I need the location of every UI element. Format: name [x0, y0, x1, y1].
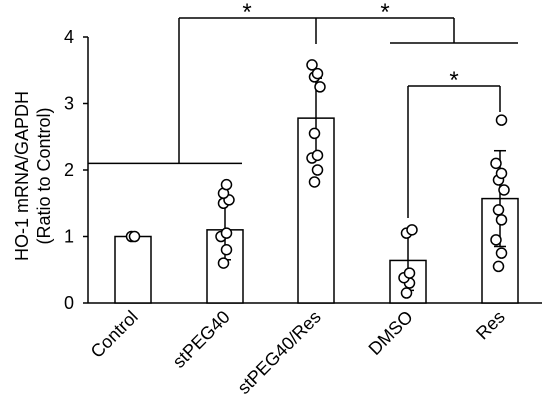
data-points [125, 59, 510, 299]
x-tick-label: stPEG40/Res [234, 307, 325, 398]
x-tick-label: stPEG40 [169, 307, 234, 372]
bars [114, 77, 519, 304]
data-point [217, 257, 230, 269]
significance-star: * [380, 0, 389, 26]
data-point [498, 184, 510, 196]
data-point [311, 149, 324, 162]
data-point [308, 176, 321, 188]
significance-star: * [449, 67, 458, 94]
data-point [311, 67, 324, 80]
y-tick-label: 0 [64, 293, 74, 313]
y-tick-label: 2 [64, 160, 74, 180]
data-point [495, 167, 508, 180]
labels: HO-1 mRNA/GAPDH (Ratio to Control) Control… [12, 91, 509, 398]
data-point [495, 214, 508, 226]
y-axis-title: HO-1 mRNA/GAPDH (Ratio to Control) [12, 91, 54, 261]
data-point [403, 267, 416, 279]
y-tick-label: 1 [64, 227, 74, 247]
data-point [128, 230, 141, 243]
data-point [220, 227, 233, 239]
data-point [314, 81, 326, 93]
y-axis-title-line: HO-1 mRNA/GAPDH [12, 91, 32, 261]
data-point [220, 178, 233, 191]
axes: 0 1 2 3 4 [64, 27, 542, 313]
data-point [400, 287, 413, 299]
data-point [495, 247, 508, 259]
data-point [311, 164, 324, 176]
data-point [492, 260, 505, 273]
data-point [495, 114, 508, 126]
bar [297, 117, 335, 304]
y-tick-label: 4 [64, 27, 74, 47]
x-tick-label: Res [472, 307, 509, 344]
y-tick-label: 3 [64, 94, 74, 114]
data-point [306, 59, 318, 71]
bar [114, 235, 152, 304]
data-point [220, 244, 233, 256]
data-point [492, 204, 505, 216]
y-axis-title-line: (Ratio to Control) [34, 107, 54, 244]
data-point [406, 224, 418, 236]
data-point [490, 234, 502, 246]
x-tick-label: Control [87, 307, 142, 362]
x-tick-label: DMSO [365, 307, 417, 359]
data-point [308, 127, 321, 140]
significance-star: * [242, 0, 251, 26]
significance-brackets: * * * [88, 0, 518, 218]
data-point [490, 157, 502, 170]
